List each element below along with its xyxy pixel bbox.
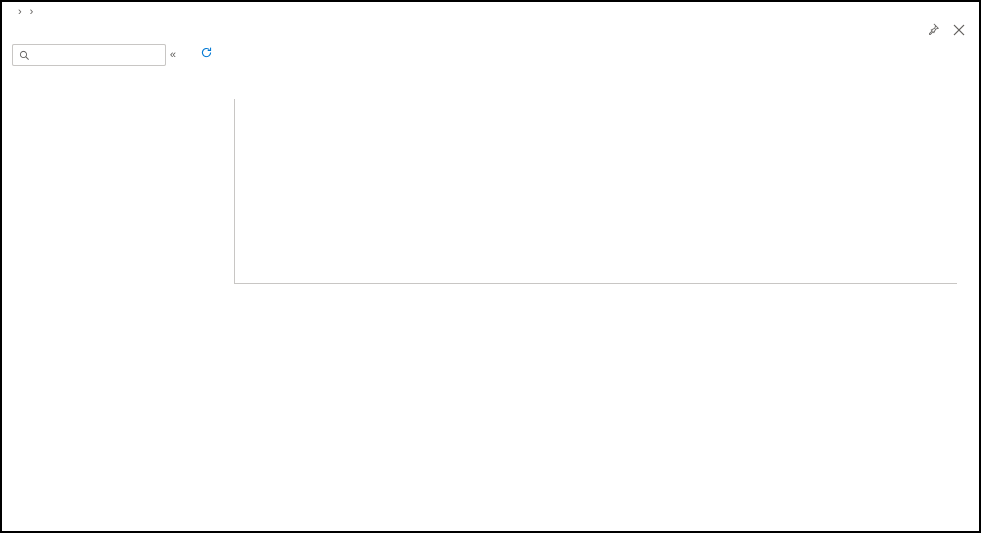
close-icon[interactable] (951, 22, 967, 38)
refresh-icon (200, 46, 213, 59)
area-svg (235, 99, 957, 283)
toolbar (200, 46, 961, 65)
chevron-right-icon: › (30, 6, 34, 18)
refresh-button[interactable] (200, 46, 217, 59)
sidebar: « (2, 38, 182, 517)
pin-icon[interactable] (925, 22, 941, 38)
filter-bar (200, 83, 961, 97)
metrics-row (200, 304, 961, 314)
search-input[interactable] (12, 44, 166, 66)
chart-y-axis (200, 99, 232, 284)
trend-chart[interactable] (200, 99, 961, 304)
titlebar (2, 20, 979, 38)
breadcrumb: › › (2, 2, 979, 20)
main-content (182, 38, 979, 517)
chevron-right-icon: › (18, 6, 22, 18)
search-icon (19, 50, 30, 61)
chart-plot-area (234, 99, 957, 284)
collapse-sidebar-icon[interactable]: « (170, 49, 176, 61)
chart-x-axis (234, 286, 957, 304)
content-title (200, 65, 961, 83)
